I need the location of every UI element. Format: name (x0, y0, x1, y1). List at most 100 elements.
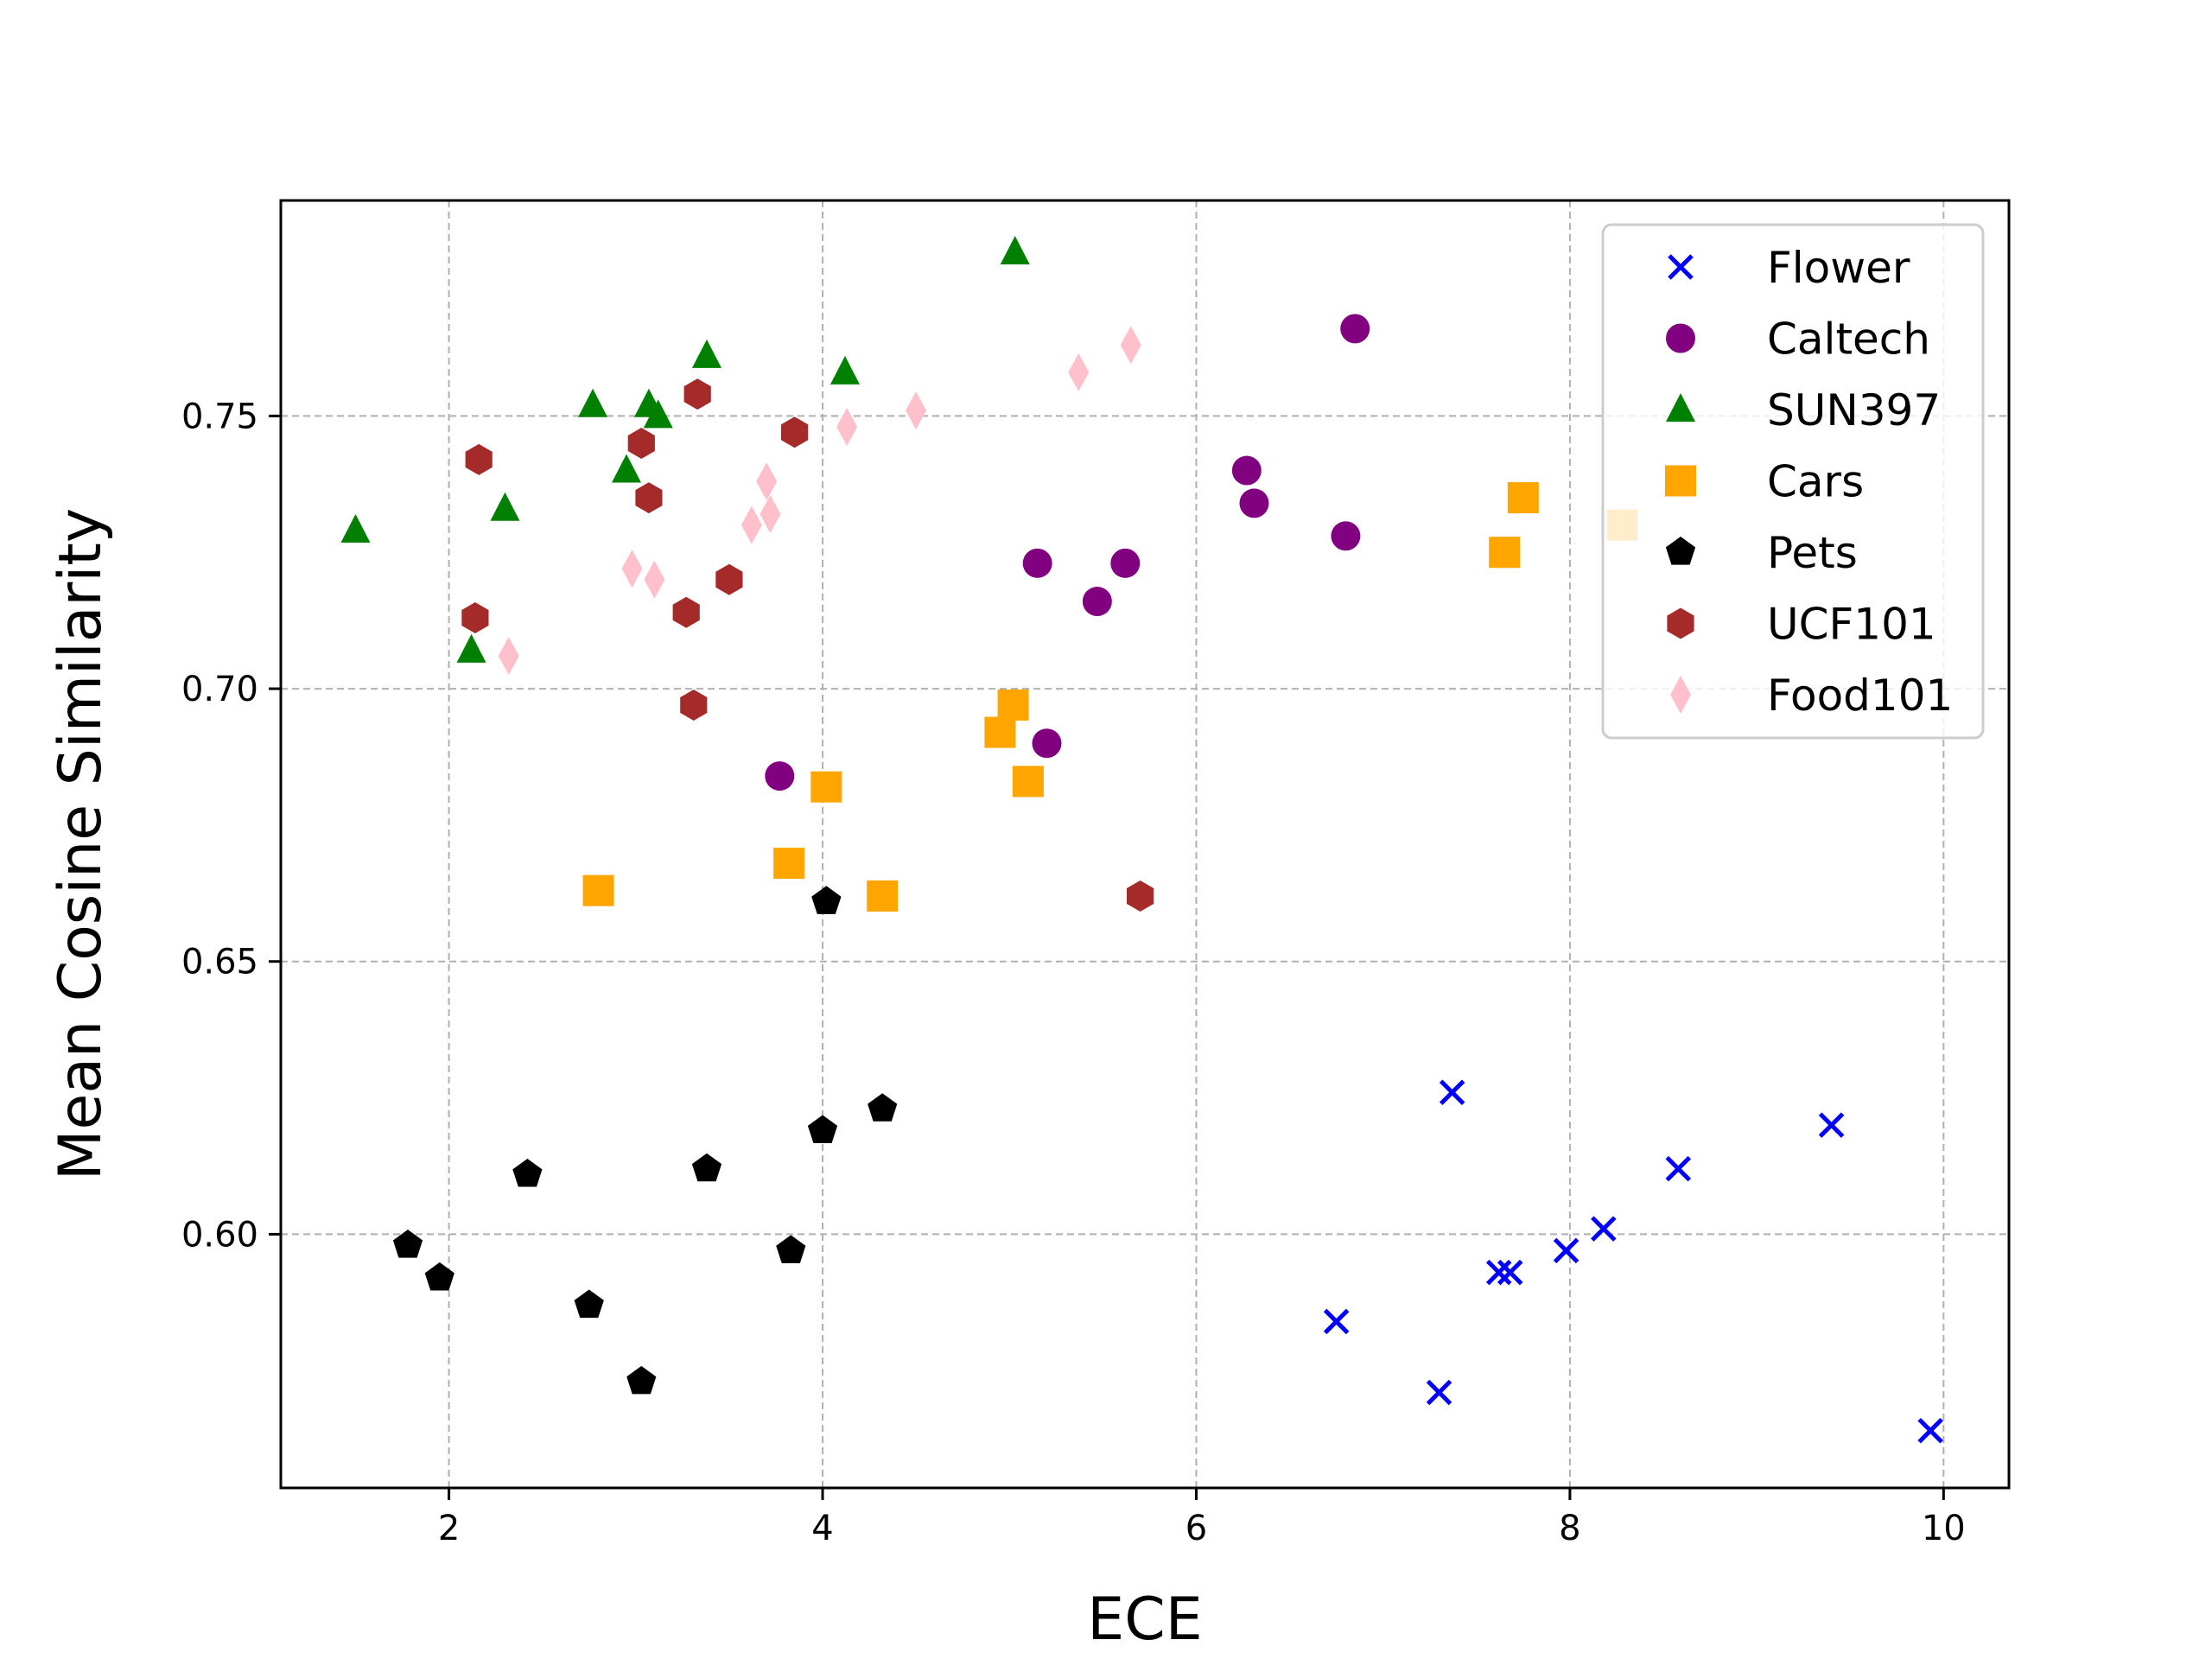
series-flower (1323, 1079, 1943, 1444)
legend-marker-food101 (1670, 676, 1691, 714)
legend-label: Pets (1767, 528, 1858, 578)
legend-entry-caltech: Caltech (1666, 315, 1930, 365)
legend-entry-cars: Cars (1665, 457, 1864, 507)
data-point-cars (810, 771, 842, 803)
data-point-flower (1497, 1259, 1523, 1286)
data-point-ucf101 (1127, 880, 1154, 912)
data-point-cars (1489, 537, 1521, 569)
series-food101 (498, 326, 1141, 676)
series-sun397 (340, 235, 1030, 663)
data-point-cars (867, 880, 899, 912)
data-point-ucf101 (781, 416, 809, 448)
data-point-cars (1012, 766, 1044, 798)
data-point-food101 (760, 495, 781, 534)
axis-ticks: 2 4 6 8 10 0.60 0.65 0.70 0.75 (181, 397, 1966, 1548)
legend-label: Food101 (1767, 671, 1953, 721)
data-point-ucf101 (461, 602, 489, 633)
data-point-flower (1323, 1308, 1350, 1335)
legend-marker-pets (1665, 537, 1696, 565)
data-point-food101 (741, 505, 762, 544)
data-point-sun397 (612, 454, 641, 483)
data-point-pets (811, 886, 842, 914)
data-point-pets (691, 1153, 722, 1182)
data-point-sun397 (490, 492, 520, 521)
data-point-food101 (621, 550, 643, 588)
data-point-sun397 (340, 513, 371, 543)
data-point-flower (1591, 1216, 1617, 1242)
series-caltech (765, 314, 1370, 791)
legend-entry-ucf101: UCF101 (1667, 600, 1936, 650)
legend-label: UCF101 (1767, 600, 1936, 650)
data-point-cars (582, 874, 614, 906)
x-axis-label: ECE (1087, 1586, 1202, 1654)
data-point-food101 (644, 560, 665, 599)
legend-entry-food101: Food101 (1670, 671, 1953, 721)
x-tick-label: 10 (1922, 1509, 1966, 1548)
data-point-caltech (1110, 548, 1141, 578)
x-tick-label: 2 (438, 1509, 460, 1548)
legend-entry-sun397: SUN397 (1666, 385, 1941, 435)
data-point-caltech (1331, 521, 1361, 551)
data-point-ucf101 (672, 596, 700, 628)
y-tick-label: 0.75 (181, 397, 258, 436)
data-point-caltech (765, 761, 795, 791)
data-point-food101 (1120, 326, 1141, 365)
data-point-ucf101 (683, 378, 711, 410)
data-point-caltech (1082, 587, 1112, 617)
data-point-sun397 (1000, 235, 1030, 264)
data-point-ucf101 (465, 443, 493, 475)
x-tick-label: 4 (811, 1509, 833, 1548)
data-point-cars (984, 716, 1016, 748)
legend-label: Cars (1767, 457, 1864, 507)
data-point-flower (1426, 1379, 1452, 1406)
data-point-ucf101 (635, 482, 663, 514)
data-point-sun397 (830, 355, 860, 385)
legend-box (1601, 223, 1985, 740)
series-pets (392, 886, 898, 1395)
data-point-flower (1818, 1112, 1845, 1138)
legend-marker-flower (1668, 254, 1694, 280)
data-point-flower (1553, 1237, 1580, 1264)
data-point-ucf101 (680, 690, 708, 721)
data-point-caltech (1032, 728, 1062, 759)
data-point-flower (1665, 1155, 1692, 1182)
series-ucf101 (461, 378, 1154, 912)
legend-marker-sun397 (1666, 393, 1695, 422)
data-point-pets (626, 1365, 657, 1395)
data-point-flower (1485, 1259, 1512, 1286)
data-point-pets (424, 1262, 454, 1291)
data-point-sun397 (691, 339, 721, 368)
data-point-ucf101 (715, 563, 743, 595)
series-cars (582, 482, 1638, 912)
legend-label: Flower (1767, 243, 1910, 293)
data-point-pets (776, 1235, 806, 1263)
data-point-food101 (498, 637, 519, 676)
data-point-food101 (836, 408, 858, 447)
data-point-cars (997, 690, 1029, 721)
data-point-sun397 (578, 388, 608, 417)
legend-label: Caltech (1767, 315, 1930, 365)
legend-entry-pets: Pets (1665, 528, 1858, 578)
x-tick-label: 6 (1185, 1509, 1207, 1548)
data-point-food101 (906, 391, 927, 430)
data-point-food101 (1068, 353, 1090, 391)
data-point-pets (868, 1093, 898, 1122)
legend-marker-cars (1665, 465, 1696, 497)
data-point-flower (1917, 1417, 1943, 1444)
data-point-ucf101 (627, 428, 655, 459)
data-point-food101 (756, 462, 778, 501)
plot-frame (279, 199, 2011, 1490)
data-point-flower (1439, 1079, 1465, 1106)
legend: Flower Caltech SUN397 Cars Pets UCF101 Food101 (1601, 223, 1985, 740)
y-tick-label: 0.60 (181, 1215, 258, 1255)
data-point-pets (807, 1115, 838, 1143)
data-point-caltech (1022, 548, 1052, 578)
data-point-caltech (1340, 314, 1370, 344)
data-point-caltech (1239, 488, 1269, 518)
data-point-pets (392, 1230, 423, 1258)
legend-entry-flower: Flower (1668, 243, 1910, 293)
legend-label: SUN397 (1767, 385, 1941, 435)
y-tick-label: 0.65 (181, 943, 258, 982)
y-axis-label: Mean Cosine Similarity (47, 508, 115, 1180)
